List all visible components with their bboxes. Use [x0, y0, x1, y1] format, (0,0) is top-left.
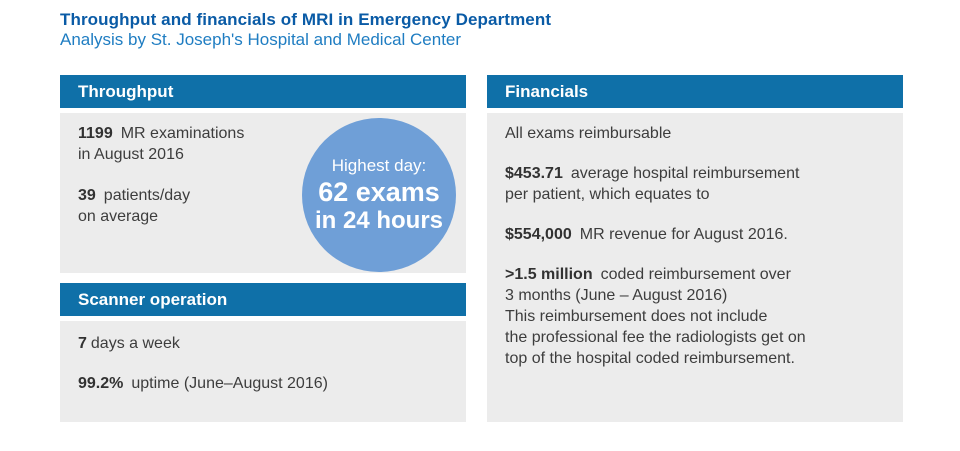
financials-paragraph-coded-line4: the professional fee the radiologists ge…: [505, 329, 806, 346]
scanner-operation-panel-body: 7 days a week 99.2% uptime (June–August 20…: [60, 321, 466, 422]
financials-panel-header: Financials: [487, 75, 903, 108]
throughput-stat-patients-text2: on average: [78, 208, 159, 225]
financials-paragraph-coded-line2: 3 months (June – August 2016): [505, 287, 728, 304]
financials-paragraph-coded-line1: coded reimbursement over: [600, 266, 791, 283]
financials-paragraph-coded-line3: This reimbursement does not include: [505, 308, 768, 325]
financials-paragraph-coded: >1.5 million coded reimbursement over 3 m…: [505, 264, 885, 369]
highest-day-badge-unit: in 24 hours: [314, 207, 444, 234]
scanner-operation-panel: Scanner operation 7 days a week 99.2% upti…: [60, 283, 466, 422]
throughput-stat-patients: 39 patients/day on average: [78, 185, 448, 227]
throughput-panel-header: Throughput: [60, 75, 466, 108]
financials-paragraph-per-patient-line2: per patient, which equates to: [505, 186, 710, 203]
scanner-stat-days: 7 days a week: [78, 333, 448, 354]
throughput-panel-body: 1199 MR examinations in August 2016 39 pat…: [60, 113, 466, 273]
financials-paragraph-coded-line5: top of the hospital coded reimbursement.: [505, 350, 795, 367]
financials-paragraph-per-patient-line1: average hospital reimbursement: [570, 165, 800, 182]
throughput-stat-patients-text: patients/day: [103, 187, 191, 204]
financials-paragraph-revenue-value: $554,000: [505, 226, 572, 243]
highest-day-badge-value: 62 exams: [318, 177, 440, 207]
scanner-stat-uptime-text: uptime (June–August 2016): [131, 375, 328, 392]
financials-paragraph-revenue: $554,000 MR revenue for August 2016.: [505, 224, 885, 245]
financials-paragraph-per-patient: $453.71 average hospital reimbursement pe…: [505, 163, 885, 205]
financials-paragraph-coded-value: >1.5 million: [505, 266, 593, 283]
scanner-operation-panel-header: Scanner operation: [60, 283, 466, 316]
throughput-panel: Throughput 1199 MR examinations in August…: [60, 75, 466, 273]
scanner-stat-days-value: 7: [78, 335, 87, 352]
throughput-stat-exams-text2: in August 2016: [78, 146, 184, 163]
financials-paragraph-reimbursable-line1: All exams reimbursable: [505, 125, 672, 142]
page-title: Throughput and financials of MRI in Emer…: [60, 10, 552, 29]
title-block: Throughput and financials of MRI in Emer…: [60, 10, 551, 50]
throughput-stat-exams-text: MR examinations: [120, 125, 245, 142]
highest-day-badge-label: Highest day:: [331, 156, 427, 175]
scanner-stat-uptime-value: 99.2%: [78, 375, 124, 392]
highest-day-badge: Highest day: 62 exams in 24 hours: [302, 118, 456, 272]
financials-paragraph-reimbursable: All exams reimbursable: [505, 123, 885, 144]
financials-panel-body: All exams reimbursable $453.71 average ho…: [487, 113, 903, 422]
page-subtitle: Analysis by St. Joseph's Hospital and Me…: [60, 30, 462, 49]
financials-paragraph-per-patient-value: $453.71: [505, 165, 563, 182]
financials-paragraph-revenue-line1: MR revenue for August 2016.: [579, 226, 788, 243]
throughput-stat-exams-value: 1199: [78, 125, 113, 142]
throughput-stat-patients-value: 39: [78, 187, 96, 204]
throughput-stat-exams: 1199 MR examinations in August 2016: [78, 123, 448, 165]
scanner-stat-uptime: 99.2% uptime (June–August 2016): [78, 373, 448, 394]
scanner-stat-days-text: days a week: [90, 335, 180, 352]
financials-panel: Financials All exams reimbursable $453.7…: [487, 75, 903, 422]
